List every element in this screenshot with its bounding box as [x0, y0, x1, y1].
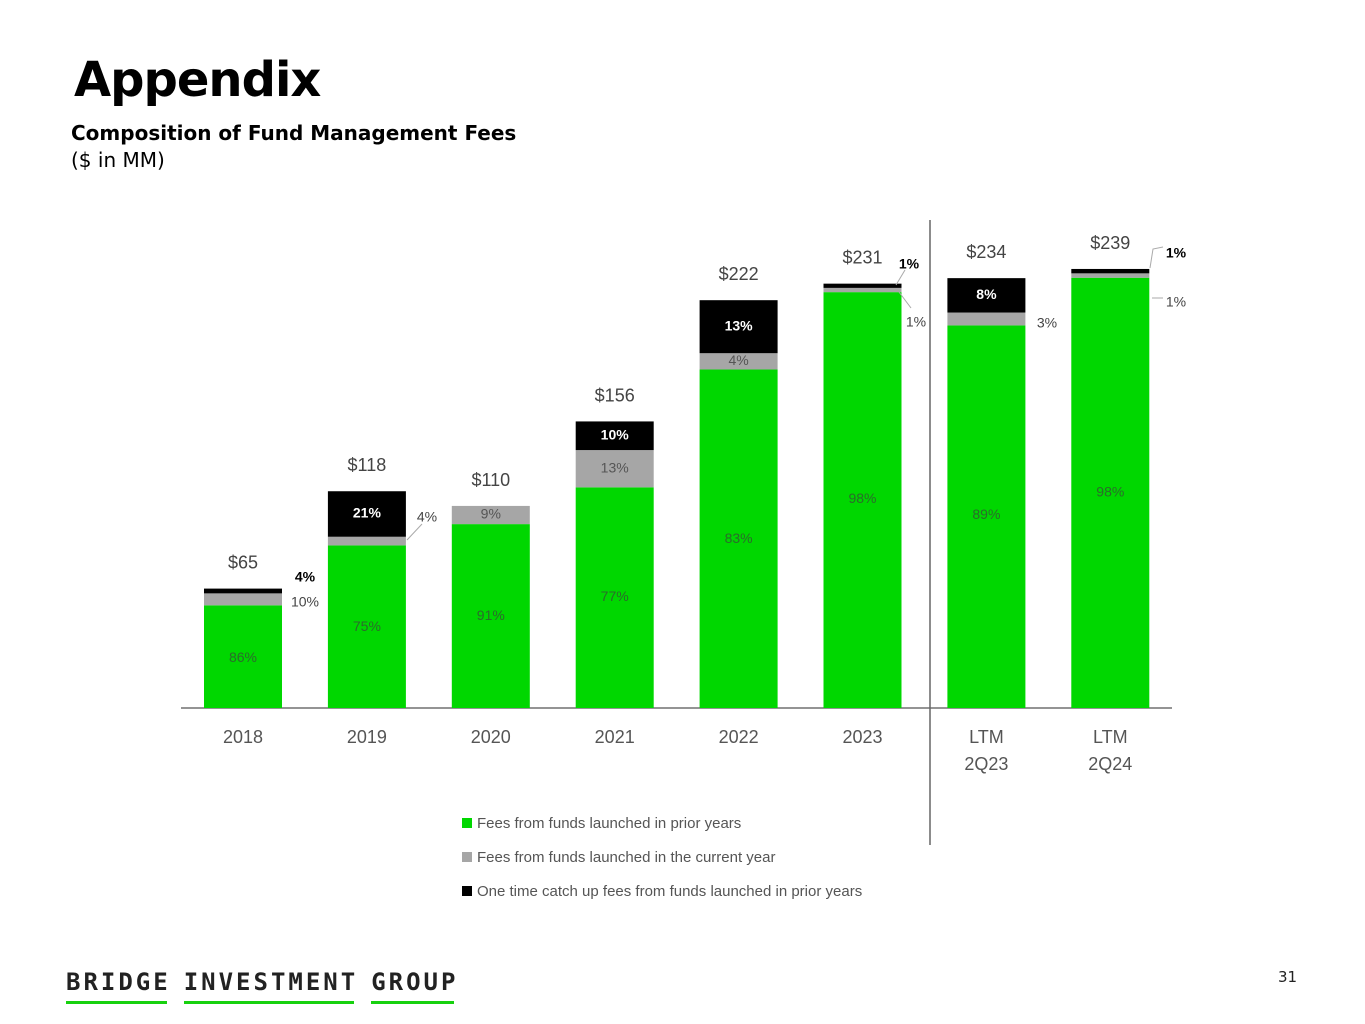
page-number: 31: [1278, 968, 1298, 986]
bar-segment-prior-years: [327, 545, 406, 708]
segment-value-label: 1%: [899, 256, 920, 272]
legend-item-catch-up: One time catch up fees from funds launch…: [462, 874, 862, 908]
logo-word: INVESTMENT: [183, 968, 359, 1004]
label-leader-line: [895, 269, 906, 286]
x-tick-label: LTM: [1093, 727, 1128, 747]
segment-value-label: 98%: [848, 490, 876, 506]
logo-word: GROUP: [371, 968, 458, 1004]
segment-value-label: 75%: [353, 618, 381, 634]
segment-value-label: 91%: [477, 607, 505, 623]
company-logo: BRIDGE INVESTMENT GROUP: [66, 968, 458, 1004]
bar-segment-catch-up: [575, 421, 654, 451]
units-label: ($ in MM): [71, 148, 165, 172]
segment-value-label: 1%: [906, 314, 926, 330]
bar-segment-catch-up: [204, 588, 282, 594]
bar-segment-current-year: [451, 505, 530, 525]
legend-label: Fees from funds launched in prior years: [477, 814, 742, 832]
x-tick-label: 2Q23: [964, 754, 1008, 774]
logo-word: BRIDGE: [66, 968, 171, 1004]
x-tick-label: LTM: [969, 727, 1004, 747]
bar-total-label: $156: [595, 385, 635, 405]
bar-segment-current-year: [699, 353, 778, 370]
segment-value-label: 13%: [725, 317, 754, 333]
legend-swatch-green: [462, 818, 472, 828]
segment-value-label: 9%: [481, 506, 501, 522]
segment-value-label: 89%: [972, 506, 1000, 522]
bar-segment-prior-years: [699, 369, 778, 708]
segment-value-label: 10%: [601, 426, 630, 442]
segment-value-label: 4%: [295, 569, 316, 585]
label-leader-line: [898, 291, 912, 309]
x-tick-label: 2018: [223, 727, 263, 747]
bar-total-label: $231: [842, 248, 882, 268]
x-tick-label: 2022: [719, 727, 759, 747]
legend-label: Fees from funds launched in the current …: [477, 848, 776, 866]
bar-segment-catch-up: [823, 283, 902, 288]
label-leader-line: [406, 523, 423, 541]
segment-value-label: 83%: [725, 530, 753, 546]
bar-total-label: $222: [719, 264, 759, 284]
bar-total-label: $65: [228, 553, 258, 573]
x-tick-label: 2Q24: [1088, 754, 1132, 774]
segment-value-label: 13%: [601, 459, 629, 475]
legend-swatch-gray: [462, 852, 472, 862]
legend-label: One time catch up fees from funds launch…: [477, 882, 863, 900]
segment-value-label: 1%: [1166, 245, 1187, 261]
page-title: Appendix: [74, 52, 321, 108]
bar-segment-prior-years: [204, 605, 282, 708]
bar-segment-prior-years: [451, 524, 530, 708]
segment-value-label: 1%: [1166, 294, 1186, 310]
label-leader-line: [1149, 246, 1164, 269]
bar-segment-catch-up: [699, 300, 778, 354]
segment-value-label: 3%: [1037, 315, 1057, 331]
segment-value-label: 4%: [728, 352, 748, 368]
bar-segment-current-year: [204, 593, 282, 606]
bar-segment-prior-years: [1071, 277, 1150, 708]
x-tick-label: 2021: [595, 727, 635, 747]
bar-total-label: $234: [966, 242, 1006, 262]
legend-item-prior-years: Fees from funds launched in prior years: [462, 806, 862, 840]
segment-value-label: 77%: [601, 588, 629, 604]
bar-segment-current-year: [947, 312, 1026, 326]
x-tick-label: 2020: [471, 727, 511, 747]
bar-segment-prior-years: [947, 325, 1026, 708]
bar-segment-prior-years: [823, 292, 902, 708]
segment-value-label: 86%: [229, 649, 257, 665]
bar-segment-catch-up: [1071, 268, 1150, 274]
chart-subtitle: Composition of Fund Management Fees: [71, 121, 517, 145]
bar-segment-current-year: [1071, 273, 1150, 278]
bar-total-label: $239: [1090, 233, 1130, 253]
legend-swatch-black: [462, 886, 472, 896]
segment-value-label: 21%: [353, 505, 382, 521]
segment-value-label: 8%: [976, 286, 997, 302]
bar-total-label: $110: [471, 470, 510, 490]
segment-value-label: 98%: [1096, 483, 1124, 499]
bar-segment-current-year: [823, 287, 902, 293]
chart-legend: Fees from funds launched in prior years …: [462, 806, 862, 908]
bar-segment-current-year: [575, 450, 654, 488]
bar-total-label: $118: [348, 455, 387, 475]
x-tick-label: 2019: [347, 727, 387, 747]
bar-segment-catch-up: [327, 491, 406, 537]
bar-segment-current-year: [327, 536, 406, 546]
bar-segment-prior-years: [575, 487, 654, 708]
segment-value-label: 10%: [291, 594, 319, 610]
legend-item-current-year: Fees from funds launched in the current …: [462, 840, 862, 874]
segment-value-label: 4%: [417, 509, 437, 525]
bar-segment-catch-up: [947, 278, 1026, 313]
x-tick-label: 2023: [842, 727, 882, 747]
